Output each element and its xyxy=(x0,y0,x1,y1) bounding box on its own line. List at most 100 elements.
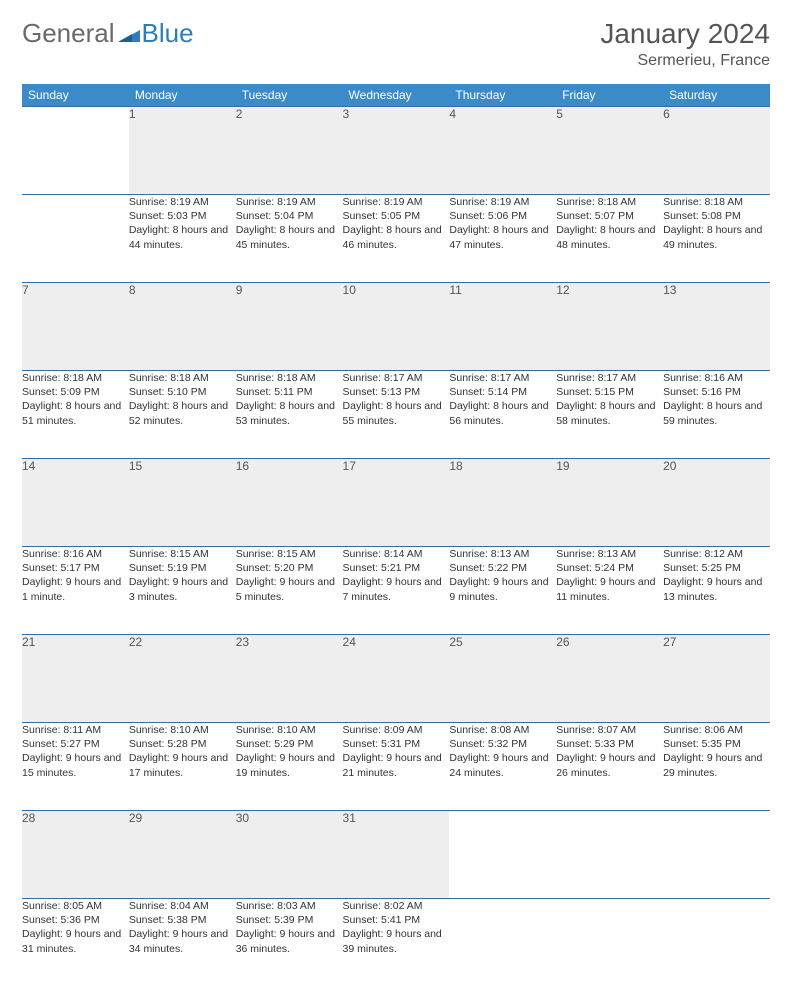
sunset-text: Sunset: 5:16 PM xyxy=(663,385,770,399)
daylight-text: Daylight: 9 hours and 17 minutes. xyxy=(129,751,236,779)
sunrise-text: Sunrise: 8:06 AM xyxy=(663,723,770,737)
day-cell: Sunrise: 8:08 AMSunset: 5:32 PMDaylight:… xyxy=(449,723,556,811)
sunrise-text: Sunrise: 8:02 AM xyxy=(343,899,450,913)
daylight-text: Daylight: 9 hours and 29 minutes. xyxy=(663,751,770,779)
day-cell: Sunrise: 8:10 AMSunset: 5:28 PMDaylight:… xyxy=(129,723,236,811)
day-number: 15 xyxy=(129,459,236,547)
sunset-text: Sunset: 5:32 PM xyxy=(449,737,556,751)
sunrise-text: Sunrise: 8:07 AM xyxy=(556,723,663,737)
day-cell: Sunrise: 8:02 AMSunset: 5:41 PMDaylight:… xyxy=(343,899,450,987)
daylight-text: Daylight: 8 hours and 58 minutes. xyxy=(556,399,663,427)
daylight-text: Daylight: 9 hours and 19 minutes. xyxy=(236,751,343,779)
day-number: 1 xyxy=(129,107,236,195)
sunrise-text: Sunrise: 8:18 AM xyxy=(236,371,343,385)
title-block: January 2024 Sermerieu, France xyxy=(600,18,770,70)
day-cell: Sunrise: 8:11 AMSunset: 5:27 PMDaylight:… xyxy=(22,723,129,811)
sunset-text: Sunset: 5:36 PM xyxy=(22,913,129,927)
day-cell: Sunrise: 8:17 AMSunset: 5:14 PMDaylight:… xyxy=(449,371,556,459)
day-number-row: 123456 xyxy=(22,107,770,195)
day-number xyxy=(556,811,663,899)
sunrise-text: Sunrise: 8:10 AM xyxy=(236,723,343,737)
day-cell: Sunrise: 8:18 AMSunset: 5:08 PMDaylight:… xyxy=(663,195,770,283)
day-cell: Sunrise: 8:17 AMSunset: 5:15 PMDaylight:… xyxy=(556,371,663,459)
daylight-text: Daylight: 9 hours and 9 minutes. xyxy=(449,575,556,603)
daylight-text: Daylight: 9 hours and 31 minutes. xyxy=(22,927,129,955)
sunset-text: Sunset: 5:33 PM xyxy=(556,737,663,751)
sunrise-text: Sunrise: 8:03 AM xyxy=(236,899,343,913)
day-number: 12 xyxy=(556,283,663,371)
day-content-row: Sunrise: 8:19 AMSunset: 5:03 PMDaylight:… xyxy=(22,195,770,283)
day-number: 7 xyxy=(22,283,129,371)
sunrise-text: Sunrise: 8:15 AM xyxy=(129,547,236,561)
day-content-row: Sunrise: 8:18 AMSunset: 5:09 PMDaylight:… xyxy=(22,371,770,459)
sunrise-text: Sunrise: 8:17 AM xyxy=(449,371,556,385)
daylight-text: Daylight: 9 hours and 26 minutes. xyxy=(556,751,663,779)
brand-part1: General xyxy=(22,18,115,49)
day-number: 4 xyxy=(449,107,556,195)
day-number: 19 xyxy=(556,459,663,547)
brand-mark-icon xyxy=(118,18,140,49)
brand-part2: Blue xyxy=(142,18,194,49)
sunset-text: Sunset: 5:03 PM xyxy=(129,209,236,223)
brand-logo: General Blue xyxy=(22,18,194,49)
day-number xyxy=(663,811,770,899)
day-content-row: Sunrise: 8:16 AMSunset: 5:17 PMDaylight:… xyxy=(22,547,770,635)
day-cell: Sunrise: 8:18 AMSunset: 5:09 PMDaylight:… xyxy=(22,371,129,459)
day-cell xyxy=(22,195,129,283)
day-number: 20 xyxy=(663,459,770,547)
day-number-row: 21222324252627 xyxy=(22,635,770,723)
sunrise-text: Sunrise: 8:19 AM xyxy=(129,195,236,209)
day-cell: Sunrise: 8:19 AMSunset: 5:04 PMDaylight:… xyxy=(236,195,343,283)
day-number: 23 xyxy=(236,635,343,723)
sunset-text: Sunset: 5:06 PM xyxy=(449,209,556,223)
sunset-text: Sunset: 5:22 PM xyxy=(449,561,556,575)
day-cell: Sunrise: 8:14 AMSunset: 5:21 PMDaylight:… xyxy=(343,547,450,635)
day-cell: Sunrise: 8:18 AMSunset: 5:07 PMDaylight:… xyxy=(556,195,663,283)
sunrise-text: Sunrise: 8:19 AM xyxy=(449,195,556,209)
sunset-text: Sunset: 5:07 PM xyxy=(556,209,663,223)
daylight-text: Daylight: 8 hours and 46 minutes. xyxy=(343,223,450,251)
day-cell: Sunrise: 8:15 AMSunset: 5:20 PMDaylight:… xyxy=(236,547,343,635)
sunset-text: Sunset: 5:35 PM xyxy=(663,737,770,751)
sunrise-text: Sunrise: 8:11 AM xyxy=(22,723,129,737)
day-number: 18 xyxy=(449,459,556,547)
sunset-text: Sunset: 5:11 PM xyxy=(236,385,343,399)
day-number: 11 xyxy=(449,283,556,371)
sunrise-text: Sunrise: 8:14 AM xyxy=(343,547,450,561)
daylight-text: Daylight: 8 hours and 51 minutes. xyxy=(22,399,129,427)
daylight-text: Daylight: 9 hours and 13 minutes. xyxy=(663,575,770,603)
day-cell xyxy=(556,899,663,987)
sunrise-text: Sunrise: 8:18 AM xyxy=(663,195,770,209)
day-number: 30 xyxy=(236,811,343,899)
weekday-header-row: Sunday Monday Tuesday Wednesday Thursday… xyxy=(22,84,770,107)
daylight-text: Daylight: 8 hours and 59 minutes. xyxy=(663,399,770,427)
daylight-text: Daylight: 8 hours and 55 minutes. xyxy=(343,399,450,427)
sunset-text: Sunset: 5:17 PM xyxy=(22,561,129,575)
day-cell: Sunrise: 8:18 AMSunset: 5:10 PMDaylight:… xyxy=(129,371,236,459)
daylight-text: Daylight: 8 hours and 56 minutes. xyxy=(449,399,556,427)
day-number: 22 xyxy=(129,635,236,723)
day-number: 17 xyxy=(343,459,450,547)
day-cell: Sunrise: 8:15 AMSunset: 5:19 PMDaylight:… xyxy=(129,547,236,635)
day-cell: Sunrise: 8:05 AMSunset: 5:36 PMDaylight:… xyxy=(22,899,129,987)
day-number: 2 xyxy=(236,107,343,195)
sunrise-text: Sunrise: 8:17 AM xyxy=(343,371,450,385)
daylight-text: Daylight: 9 hours and 34 minutes. xyxy=(129,927,236,955)
day-cell: Sunrise: 8:18 AMSunset: 5:11 PMDaylight:… xyxy=(236,371,343,459)
sunset-text: Sunset: 5:04 PM xyxy=(236,209,343,223)
sunset-text: Sunset: 5:08 PM xyxy=(663,209,770,223)
sunrise-text: Sunrise: 8:15 AM xyxy=(236,547,343,561)
sunset-text: Sunset: 5:39 PM xyxy=(236,913,343,927)
weekday-header: Saturday xyxy=(663,84,770,107)
day-cell: Sunrise: 8:06 AMSunset: 5:35 PMDaylight:… xyxy=(663,723,770,811)
sunset-text: Sunset: 5:28 PM xyxy=(129,737,236,751)
day-cell: Sunrise: 8:07 AMSunset: 5:33 PMDaylight:… xyxy=(556,723,663,811)
day-number: 21 xyxy=(22,635,129,723)
day-cell: Sunrise: 8:10 AMSunset: 5:29 PMDaylight:… xyxy=(236,723,343,811)
sunset-text: Sunset: 5:05 PM xyxy=(343,209,450,223)
day-number: 14 xyxy=(22,459,129,547)
day-number: 25 xyxy=(449,635,556,723)
sunrise-text: Sunrise: 8:12 AM xyxy=(663,547,770,561)
weekday-header: Wednesday xyxy=(343,84,450,107)
daylight-text: Daylight: 9 hours and 3 minutes. xyxy=(129,575,236,603)
